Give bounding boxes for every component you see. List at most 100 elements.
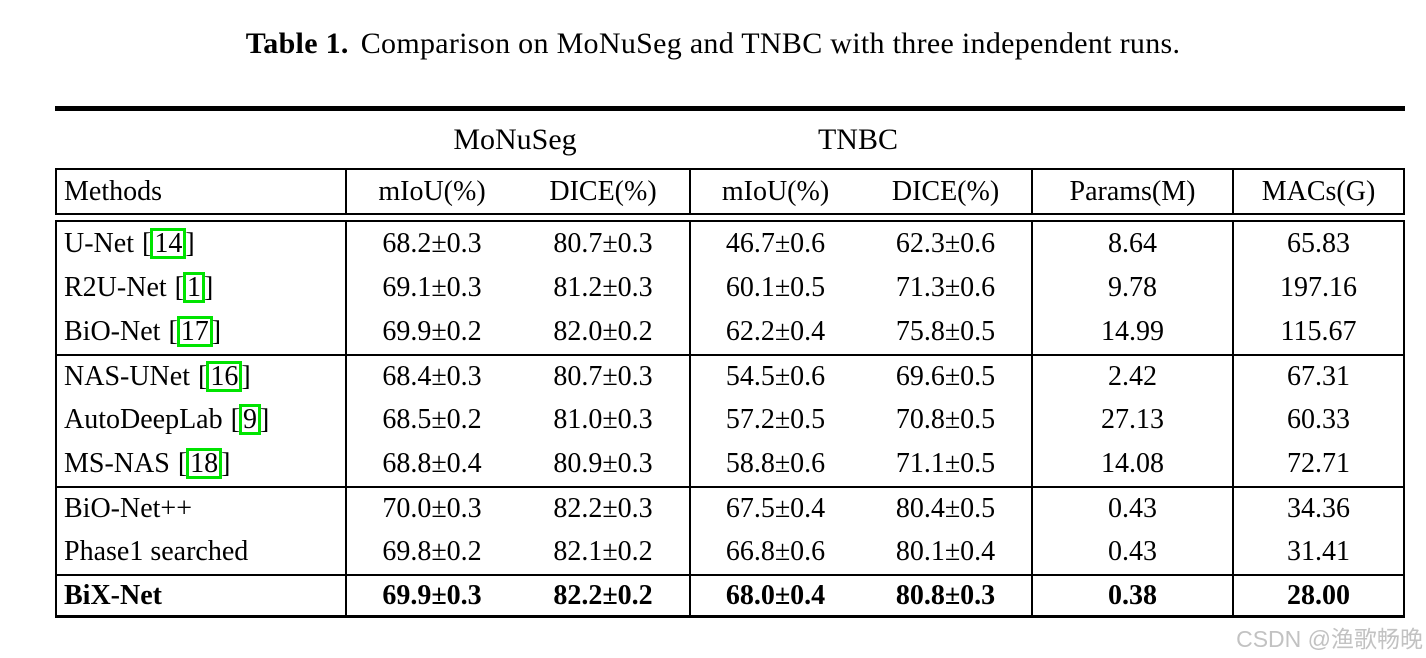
value-cell: 81.0±0.3 [553, 404, 653, 435]
column-header-monuseg-dice: DICE(%) [549, 175, 657, 207]
value-cell: 75.8±0.5 [895, 316, 996, 347]
value-cell: 57.2±0.5 [689, 398, 860, 442]
method-cell: U-Net[14] [57, 222, 345, 266]
method-name: R2U-Net [64, 272, 167, 303]
value-cell: 80.1±0.4 [895, 536, 996, 567]
table-row: NAS-UNet [16] 68.4±0.3 80.7±0.3 54.5±0.6 69.6… [55, 354, 1405, 398]
value-cell: 67.31 [1232, 356, 1403, 398]
table-caption: Table 1. Comparison on MoNuSeg and TNBC w… [0, 27, 1426, 61]
value-cell: 80.4±0.5 [895, 493, 996, 524]
value-cell: 72.71 [1232, 442, 1403, 486]
value-cell: 69.8±0.2 [345, 530, 517, 574]
value-cell: 14.99 [1031, 310, 1232, 354]
method-name: AutoDeepLab [64, 404, 223, 435]
method-cell: BiO-Net[17] [57, 310, 345, 354]
value-cell: 54.5±0.6 [689, 356, 860, 398]
value-cell: 69.9±0.2 [345, 310, 517, 354]
column-header-macs: MACs(G) [1232, 170, 1403, 213]
value-cell: 68.8±0.4 [345, 442, 517, 486]
citation-number[interactable]: 16 [206, 361, 243, 392]
table-row: Phase1 searched 69.8±0.2 82.1±0.2 66.8±0.6 8… [55, 530, 1405, 574]
method-cell: AutoDeepLab[9] [57, 398, 345, 442]
column-header-tnbc-dice: DICE(%) [891, 175, 1000, 207]
value-cell: 68.2±0.3 [345, 222, 517, 266]
value-cell: 27.13 [1031, 398, 1232, 442]
value-cell: 62.3±0.6 [895, 228, 996, 259]
method-cell: MS-NAS[18] [57, 442, 345, 486]
table-row: BiO-Net[17] 69.9±0.2 82.0±0.2 62.2±0.4 75.8±… [55, 310, 1405, 354]
citation-link[interactable]: [1] [174, 272, 214, 303]
dataset-header-row: MoNuSeg TNBC [55, 111, 1405, 168]
method-cell: NAS-UNet [16] [57, 356, 345, 398]
dataset-header-tnbc: TNBC [817, 122, 898, 156]
value-cell: 9.78 [1031, 266, 1232, 310]
value-cell: 197.16 [1232, 266, 1403, 310]
value-cell: 82.0±0.2 [553, 316, 653, 347]
citation-link[interactable]: [14] [141, 228, 195, 259]
column-header-monuseg-miou: mIoU(%) [345, 170, 517, 213]
citation-link[interactable]: [16] [198, 361, 251, 392]
value-cell: 81.2±0.3 [553, 272, 653, 303]
citation-number[interactable]: 1 [182, 272, 205, 303]
value-cell: 0.43 [1031, 530, 1232, 574]
value-cell: 80.7±0.3 [553, 361, 653, 392]
table-top-rule [55, 106, 1405, 111]
method-cell: BiO-Net++ [57, 488, 345, 530]
column-header-row: Methods mIoU(%) DICE(%) mIoU(%) DICE(%) … [55, 168, 1405, 213]
value-cell: 69.1±0.3 [345, 266, 517, 310]
value-cell: 66.8±0.6 [689, 530, 860, 574]
table-row: MS-NAS[18] 68.8±0.4 80.9±0.3 58.8±0.6 71.1±0… [55, 442, 1405, 486]
citation-number[interactable]: 18 [186, 448, 223, 479]
table-row: AutoDeepLab[9] 68.5±0.2 81.0±0.3 57.2±0.5 70… [55, 398, 1405, 442]
table-row: BiO-Net++ 70.0±0.3 82.2±0.3 67.5±0.4 80.4±0.… [55, 486, 1405, 530]
citation-number[interactable]: 14 [150, 228, 187, 259]
value-cell: 14.08 [1031, 442, 1232, 486]
citation-number[interactable]: 9 [238, 404, 261, 435]
citation-link[interactable]: [18] [177, 448, 231, 479]
watermark: CSDN @渔歌畅晚 [1236, 626, 1423, 652]
value-cell: 0.38 [1031, 576, 1232, 615]
value-cell: 60.33 [1232, 398, 1403, 442]
value-cell: 68.4±0.3 [345, 356, 517, 398]
header-double-rule [55, 213, 1405, 222]
value-cell: 46.7±0.6 [689, 222, 860, 266]
value-cell: 82.2±0.2 [553, 579, 653, 611]
method-name: MS-NAS [64, 448, 170, 479]
column-header-tnbc-miou: mIoU(%) [689, 170, 860, 213]
method-name: BiX-Net [64, 579, 162, 611]
value-cell: 68.0±0.4 [689, 576, 860, 615]
comparison-table: MoNuSeg TNBC Methods mIoU(%) DICE(%) mIo… [55, 106, 1405, 618]
value-cell: 69.9±0.3 [345, 576, 517, 615]
value-cell: 80.7±0.3 [553, 228, 653, 259]
value-cell: 69.6±0.5 [895, 361, 996, 392]
method-name: Phase1 searched [64, 536, 249, 567]
value-cell: 58.8±0.6 [689, 442, 860, 486]
method-cell: Phase1 searched [57, 530, 345, 574]
caption-label: Table 1. [245, 27, 349, 60]
value-cell: 82.2±0.3 [553, 493, 653, 524]
dataset-header-monuseg: MoNuSeg [453, 122, 577, 156]
table-row: R2U-Net[1] 69.1±0.3 81.2±0.3 60.1±0.5 71.3±0… [55, 266, 1405, 310]
value-cell: 80.8±0.3 [895, 579, 996, 611]
value-cell: 80.9±0.3 [553, 448, 653, 479]
value-cell: 82.1±0.2 [553, 536, 653, 567]
table-body: U-Net[14] 68.2±0.3 80.7±0.3 46.7±0.6 62.3±0.… [55, 222, 1405, 618]
table-row: U-Net[14] 68.2±0.3 80.7±0.3 46.7±0.6 62.3±0.… [55, 222, 1405, 266]
value-cell: 2.42 [1031, 356, 1232, 398]
method-name: BiO-Net [64, 316, 161, 347]
citation-link[interactable]: [9] [230, 404, 270, 435]
value-cell: 28.00 [1232, 576, 1403, 615]
column-header-methods: Methods [64, 175, 162, 207]
citation-link[interactable]: [17] [168, 316, 222, 347]
value-cell: 60.1±0.5 [689, 266, 860, 310]
citation-number[interactable]: 17 [176, 316, 213, 347]
method-cell: R2U-Net[1] [57, 266, 345, 310]
value-cell: 115.67 [1232, 310, 1403, 354]
value-cell: 0.43 [1031, 488, 1232, 530]
method-name: BiO-Net++ [64, 493, 193, 524]
value-cell: 71.3±0.6 [895, 272, 996, 303]
value-cell: 62.2±0.4 [689, 310, 860, 354]
method-name: NAS-UNet [64, 361, 190, 392]
value-cell: 70.0±0.3 [345, 488, 517, 530]
